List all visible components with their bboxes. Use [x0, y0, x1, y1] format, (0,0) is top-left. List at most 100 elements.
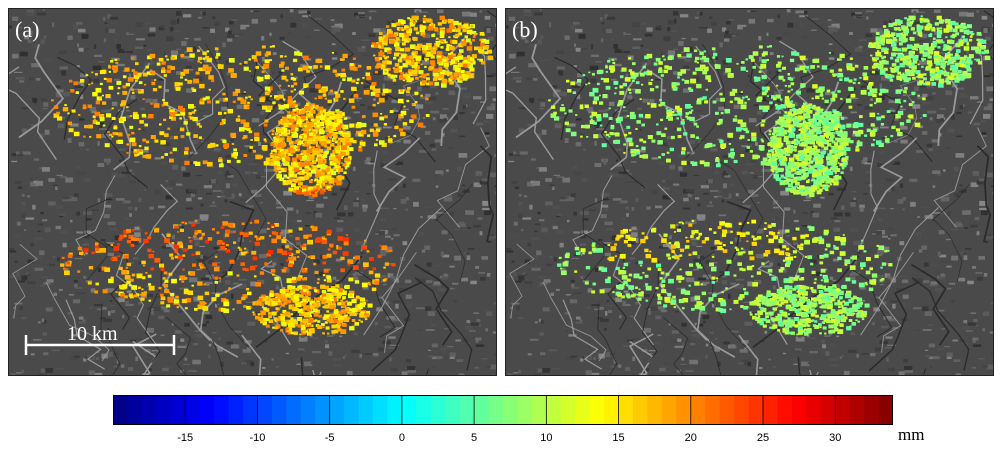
- deformation-point: [374, 143, 378, 147]
- terrain-speckle: [373, 98, 376, 101]
- terrain-speckle: [576, 118, 582, 121]
- terrain-speckle: [835, 229, 841, 231]
- deformation-point: [334, 318, 340, 324]
- terrain-speckle: [558, 70, 564, 75]
- deformation-point: [395, 37, 400, 41]
- deformation-point: [323, 279, 327, 282]
- terrain-speckle: [421, 55, 424, 61]
- deformation-point: [116, 80, 122, 85]
- deformation-point: [147, 55, 152, 60]
- deformation-point: [138, 145, 142, 148]
- terrain-speckle: [21, 213, 26, 219]
- deformation-point: [338, 130, 343, 135]
- terrain-speckle: [569, 24, 576, 30]
- terrain-ridge: [45, 281, 110, 362]
- terrain-speckle: [776, 36, 782, 40]
- terrain-speckle: [207, 118, 213, 124]
- terrain-speckle: [633, 338, 640, 340]
- terrain-speckle: [359, 354, 362, 358]
- terrain-speckle: [42, 107, 48, 110]
- terrain-speckle: [717, 190, 721, 194]
- deformation-point: [355, 130, 360, 134]
- terrain-speckle: [424, 245, 431, 250]
- deformation-point: [297, 67, 303, 72]
- terrain-speckle: [482, 200, 491, 206]
- terrain-speckle: [43, 102, 49, 107]
- terrain-speckle: [118, 148, 126, 151]
- terrain-speckle: [693, 175, 700, 177]
- terrain-speckle: [47, 204, 55, 209]
- deformation-point: [287, 99, 293, 104]
- terrain-speckle: [739, 374, 744, 375]
- terrain-speckle: [99, 317, 106, 320]
- terrain-speckle: [931, 139, 939, 143]
- deformation-point: [420, 63, 423, 66]
- terrain-speckle: [218, 337, 221, 340]
- terrain-speckle: [390, 188, 395, 193]
- terrain-speckle: [281, 229, 290, 234]
- terrain-speckle: [215, 303, 219, 308]
- deformation-point: [430, 22, 434, 25]
- deformation-point: [342, 251, 349, 256]
- deformation-point: [306, 172, 312, 177]
- terrain-speckle: [203, 115, 211, 117]
- deformation-point: [219, 122, 224, 126]
- terrain-speckle: [140, 107, 146, 111]
- deformation-point: [255, 315, 260, 320]
- deformation-point: [347, 77, 353, 82]
- terrain-speckle: [217, 170, 223, 175]
- deformation-point: [60, 263, 65, 267]
- terrain-speckle: [244, 204, 251, 207]
- deformation-point: [304, 168, 309, 173]
- terrain-speckle: [30, 124, 35, 126]
- deformation-point: [275, 307, 279, 310]
- deformation-point: [298, 154, 305, 160]
- terrain-speckle: [534, 223, 541, 226]
- deformation-point: [253, 58, 258, 62]
- terrain-speckle: [446, 169, 449, 172]
- terrain-speckle: [531, 237, 540, 240]
- terrain-speckle: [521, 229, 524, 232]
- deformation-point: [344, 304, 347, 307]
- terrain-speckle: [448, 90, 456, 96]
- deformation-point: [252, 313, 256, 316]
- deformation-point: [144, 83, 147, 86]
- terrain-speckle: [486, 113, 494, 119]
- terrain-speckle: [620, 49, 624, 51]
- terrain-speckle: [479, 10, 482, 13]
- terrain-speckle: [631, 161, 637, 163]
- terrain-speckle: [923, 280, 930, 284]
- terrain-speckle: [185, 207, 194, 210]
- terrain-speckle: [143, 44, 147, 47]
- deformation-point: [183, 248, 188, 252]
- deformation-point: [332, 183, 336, 186]
- deformation-point: [202, 160, 208, 165]
- deformation-point: [144, 232, 148, 235]
- deformation-point: [327, 332, 330, 335]
- terrain-speckle: [742, 171, 748, 175]
- deformation-point: [339, 137, 346, 143]
- deformation-point: [301, 268, 308, 273]
- deformation-point: [432, 68, 439, 73]
- terrain-speckle: [56, 257, 60, 262]
- terrain-speckle: [575, 47, 581, 52]
- terrain-speckle: [293, 219, 302, 223]
- terrain-speckle: [152, 98, 158, 104]
- deformation-point: [112, 132, 117, 136]
- terrain-speckle: [76, 65, 80, 68]
- deformation-point: [173, 244, 180, 249]
- terrain-speckle: [305, 225, 314, 227]
- terrain-speckle: [825, 351, 830, 356]
- terrain-speckle: [831, 133, 839, 138]
- terrain-speckle: [992, 23, 993, 28]
- deformation-point: [174, 255, 178, 259]
- deformation-point: [435, 27, 438, 29]
- terrain-speckle: [183, 14, 192, 18]
- terrain-speckle: [929, 117, 933, 121]
- terrain-speckle: [430, 324, 436, 326]
- deformation-point: [140, 297, 145, 301]
- deformation-point: [321, 323, 325, 327]
- terrain-speckle: [589, 209, 596, 211]
- terrain-speckle: [955, 221, 962, 224]
- terrain-speckle: [286, 32, 295, 37]
